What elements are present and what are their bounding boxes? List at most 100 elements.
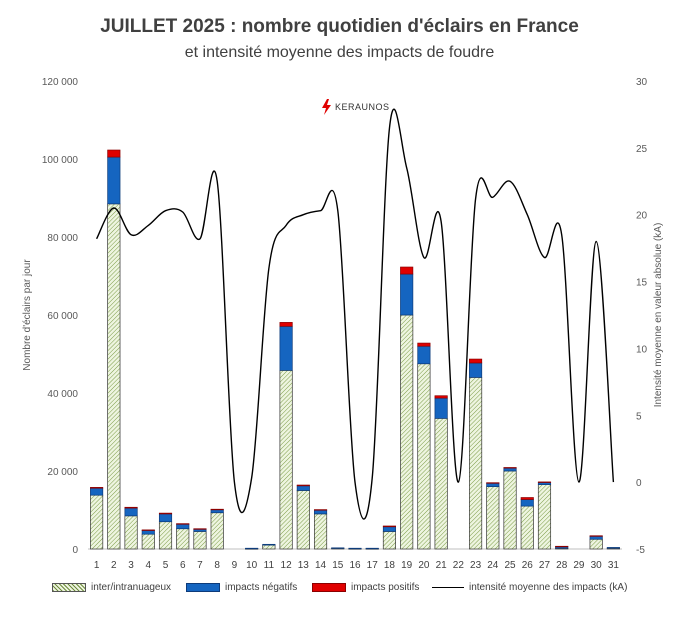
x-tick-label: 16: [349, 560, 361, 571]
chart-subtitle: et intensité moyenne des impacts de foud…: [184, 44, 495, 61]
bar-negative: [348, 547, 362, 550]
bar-positive: [313, 509, 328, 511]
x-tick-label: 15: [332, 560, 344, 571]
x-tick-label: 11: [264, 560, 275, 571]
bar-negative: [400, 273, 414, 316]
legend-swatch-neg: [186, 583, 220, 592]
y-tick-label: 60 000: [47, 311, 78, 322]
bar-negative: [90, 487, 104, 496]
bar-positive: [124, 506, 138, 509]
bar-intra: [141, 533, 155, 550]
y2-tick-label: -5: [636, 545, 645, 556]
y2-tick-label: 20: [636, 211, 648, 222]
x-tick-label: 13: [298, 560, 310, 571]
bar-positive: [503, 467, 517, 469]
bar-positive: [382, 525, 397, 528]
x-tick-label: 30: [591, 560, 603, 571]
x-tick-label: 19: [401, 560, 413, 571]
bar-intra: [296, 490, 310, 550]
chart-legend: inter/intranuageux impacts négatifs impa…: [0, 582, 679, 602]
bar-intra: [279, 370, 293, 550]
y-axis-label: Nombre d'éclairs par jour: [22, 259, 33, 371]
x-tick-label: 24: [487, 560, 499, 571]
bar-intra: [589, 538, 603, 550]
bar-negative: [124, 507, 138, 517]
bar-negative: [469, 362, 483, 378]
x-tick-label: 14: [315, 560, 327, 571]
bar-intra: [124, 515, 138, 550]
bar-intra: [176, 528, 190, 550]
bar-negative: [331, 547, 345, 549]
x-tick-label: 4: [146, 560, 152, 571]
bar-negative: [176, 523, 190, 530]
legend-item-line: intensité moyenne des impacts (kA): [432, 582, 627, 593]
bar-intra: [158, 521, 173, 550]
bar-positive: [486, 482, 500, 484]
legend-swatch-line: [432, 587, 464, 588]
y2-tick-label: 30: [636, 77, 648, 88]
bar-positive: [434, 395, 448, 399]
y-tick-label: 80 000: [47, 233, 78, 244]
bar-negative: [434, 397, 448, 419]
x-tick-label: 1: [94, 560, 100, 571]
bar-negative: [365, 547, 379, 550]
legend-swatch-pos: [312, 583, 346, 592]
bar-intra: [400, 314, 414, 550]
legend-item-intra: inter/intranuageux: [52, 582, 171, 593]
lightning-bolt-icon: [322, 99, 331, 115]
bar-intra: [486, 486, 500, 550]
bar-negative: [313, 509, 328, 515]
chart-plot: 0 20 000 40 000 60 000 80 000 100 000 120 000 -…: [22, 77, 664, 571]
x-tick-label: 22: [453, 560, 465, 571]
x-tick-label: 2: [111, 560, 117, 571]
x-tick-label: 3: [128, 560, 134, 571]
bar-positive: [210, 508, 224, 511]
bar-positive: [279, 322, 293, 327]
x-tick-label: 26: [522, 560, 534, 571]
y2-tick-label: 0: [636, 478, 642, 489]
y-tick-label: 100 000: [42, 155, 79, 166]
bar-positive: [141, 529, 155, 531]
x-tick-label: 9: [232, 560, 238, 571]
bar-positive: [90, 487, 104, 489]
bar-negative: [296, 485, 310, 491]
keraunos-logo: KERAUNOS: [322, 99, 390, 115]
x-tick-label: 18: [384, 560, 396, 571]
bar-positive: [296, 484, 310, 487]
x-tick-label: 21: [436, 560, 448, 571]
bar-intra: [313, 513, 328, 550]
legend-label-intra: inter/intranuageux: [91, 582, 172, 593]
bar-positive: [537, 481, 552, 483]
bar-intra: [210, 512, 224, 550]
watermark-text: KERAUNOS: [335, 102, 390, 112]
bar-positive: [176, 523, 190, 525]
legend-swatch-intra: [52, 583, 86, 592]
x-tick-label: 17: [367, 560, 379, 571]
bar-positive: [589, 535, 603, 537]
bar-negative: [520, 499, 534, 507]
bar-positive: [469, 358, 483, 364]
bar-negative: [107, 156, 121, 205]
legend-label-line: intensité moyenne des impacts (kA): [469, 582, 628, 593]
x-tick-label: 29: [573, 560, 585, 571]
x-tick-label: 31: [608, 560, 620, 571]
bar-intra: [193, 531, 207, 550]
y-tick-label: 20 000: [47, 467, 78, 478]
y-tick-label: 120 000: [42, 77, 79, 88]
bar-intra: [434, 418, 448, 550]
bar-intra: [469, 377, 483, 550]
y2-tick-label: 5: [636, 411, 642, 422]
legend-item-neg: impacts négatifs: [186, 582, 297, 593]
y2-tick-label: 10: [636, 344, 648, 355]
bar-negative: [606, 547, 620, 549]
x-tick-label: 6: [180, 560, 186, 571]
bar-positive: [158, 512, 173, 515]
bar-intra: [90, 494, 104, 550]
bar-positive: [520, 497, 534, 500]
bar-positive: [107, 149, 121, 158]
y-tick-label: 0: [72, 545, 78, 556]
legend-label-neg: impacts négatifs: [225, 582, 298, 593]
x-tick-label: 10: [246, 560, 258, 571]
x-tick-label: 28: [556, 560, 568, 571]
bar-positive: [417, 342, 431, 347]
